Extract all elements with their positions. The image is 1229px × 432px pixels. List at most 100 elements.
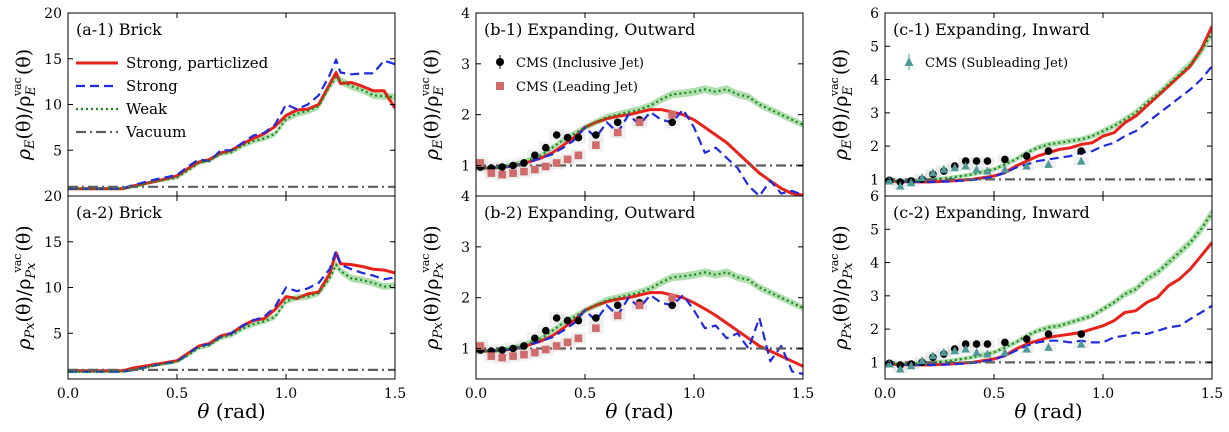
y-tick-label: 1 <box>461 159 470 175</box>
x-tick-label: 1.5 <box>384 386 406 402</box>
panel-title: (b-1) Expanding, Outward <box>484 20 695 39</box>
y-axis-label-part: (θ) <box>13 49 35 75</box>
series-line-weak <box>885 211 1212 366</box>
data-point-cms-leading <box>574 151 583 160</box>
data-point-cms-leading <box>531 348 539 357</box>
x-tick-label: 1.0 <box>1092 386 1114 402</box>
data-point-cms-leading <box>541 345 550 354</box>
data-point-cms-subleading <box>961 344 970 353</box>
panel-title: (b-2) Expanding, Outward <box>484 203 695 222</box>
y-axis-label-part: vac <box>419 254 432 274</box>
legend-label: Strong, particlized <box>126 54 269 72</box>
y-tick-label: 3 <box>461 57 470 73</box>
data-point-cms-leading <box>552 342 561 350</box>
data-point-cms-leading <box>635 301 644 310</box>
y-axis-label: ρE(θ)/ρEvac(θ) <box>828 49 856 161</box>
data-point-cms-subleading <box>983 349 992 358</box>
data-point-cms-inclusive <box>972 340 981 348</box>
x-tick-label: 1.5 <box>792 386 814 402</box>
data-point-cms-inclusive <box>983 157 992 165</box>
y-tick-label: 4 <box>870 73 879 89</box>
data-point-cms-inclusive <box>541 143 550 152</box>
data-point-cms-subleading <box>983 166 992 175</box>
y-tick-label: 4 <box>461 189 470 205</box>
legend: Strong, particlized Strong Weak Vacuum <box>76 54 269 141</box>
panel-title: (c-2) Expanding, Inward <box>893 203 1090 222</box>
data-point-cms-subleading <box>906 178 916 187</box>
y-axis-label-part: (θ)/ρ <box>13 279 35 323</box>
y-axis-label-part: ρ <box>830 148 852 161</box>
y-tick-label: 20 <box>44 189 62 205</box>
panel-c1: 1 2 3 4 5 6 (c-1) Expanding, Inward CMS (Sublea… <box>828 6 1213 197</box>
plot-area <box>68 58 395 191</box>
y-axis-label-part: ρ <box>13 148 35 161</box>
x-axis-label-unit: (rad) <box>617 399 673 423</box>
series-line-strong-particlized <box>476 291 803 368</box>
data-point-cms-subleading <box>972 347 981 356</box>
data-point-cms-inclusive <box>1022 335 1031 343</box>
data-point-cms-subleading <box>906 361 916 370</box>
x-tick-label: 1.5 <box>1201 386 1223 402</box>
y-axis-label-part: (θ) <box>830 225 852 251</box>
data-point-cms-inclusive <box>613 301 622 310</box>
axes-frame <box>475 195 804 380</box>
data-point-cms-leading <box>574 334 583 343</box>
data-point-cms-subleading <box>917 356 927 365</box>
y-tick-label: 10 <box>44 281 62 297</box>
series-line-strong-particlized <box>68 71 395 191</box>
y-axis-label-part: E <box>23 139 38 150</box>
y-axis-label-part: Px <box>24 262 39 280</box>
legend-label: Strong <box>126 77 178 95</box>
data-point-cms-leading <box>613 311 622 320</box>
x-tick-label: 0.5 <box>574 386 596 402</box>
data-point-cms-subleading <box>950 163 959 172</box>
y-tick-label: 2 <box>461 108 470 124</box>
data-point-cms-leading <box>668 293 676 302</box>
data-point-cms-subleading <box>1000 164 1010 173</box>
data-point-cms-inclusive <box>1001 338 1009 347</box>
data-point-cms-inclusive <box>983 340 992 348</box>
weak-band <box>68 260 395 374</box>
data-point-cms-inclusive <box>1077 147 1085 155</box>
series-line-strong <box>885 304 1212 367</box>
y-tick-label: 5 <box>870 222 879 238</box>
x-tick-label: 1.0 <box>275 386 297 402</box>
y-axis-label-part: vac <box>828 77 841 97</box>
data-point-cms-inclusive <box>552 131 561 139</box>
data-point-cms-subleading <box>928 168 938 177</box>
y-tick-label: 3 <box>870 289 879 305</box>
data-point-cms-leading <box>498 353 506 362</box>
data-point-cms-subleading <box>1022 161 1031 170</box>
x-axis-label-symbol: θ <box>197 399 209 423</box>
y-axis-label-part: ρ <box>830 338 852 351</box>
axes-frame <box>67 12 396 197</box>
y-axis-label-part: (θ)/ρ <box>830 96 852 140</box>
y-axis-label-part: vac <box>828 254 841 274</box>
y-axis-label-part: vac <box>419 77 432 97</box>
legend-label: CMS (Subleading Jet) <box>925 56 1068 71</box>
y-axis-label-part: Px <box>840 322 855 340</box>
y-tick-label: 1 <box>870 355 879 371</box>
legend-marker-cms-leading <box>496 82 504 90</box>
data-point-cms-subleading <box>1044 342 1053 351</box>
data-point-cms-leading <box>552 159 561 167</box>
weak-band <box>885 27 1212 184</box>
data-point-cms-inclusive <box>541 326 550 335</box>
series-line-strong-particlized <box>476 108 803 196</box>
panel-b1: 1 2 3 4 (b-1) Expanding, Outward CMS (Inclusi… <box>419 6 804 197</box>
series-line-weak <box>476 271 803 353</box>
data-point-cms-inclusive <box>972 157 981 165</box>
y-axis-label-part: ρ <box>421 148 443 161</box>
y-tick-label: 15 <box>44 235 62 251</box>
y-tick-label: 5 <box>870 39 879 55</box>
x-axis-label: θ (rad) <box>197 399 265 423</box>
data-point-cms-inclusive <box>531 151 539 160</box>
data-point-cms-inclusive <box>668 301 676 310</box>
data-point-cms-subleading <box>1044 159 1053 168</box>
data-point-cms-inclusive <box>668 118 676 127</box>
x-axis-label: θ (rad) <box>605 399 673 423</box>
y-axis-label-part: ρ <box>13 338 35 351</box>
